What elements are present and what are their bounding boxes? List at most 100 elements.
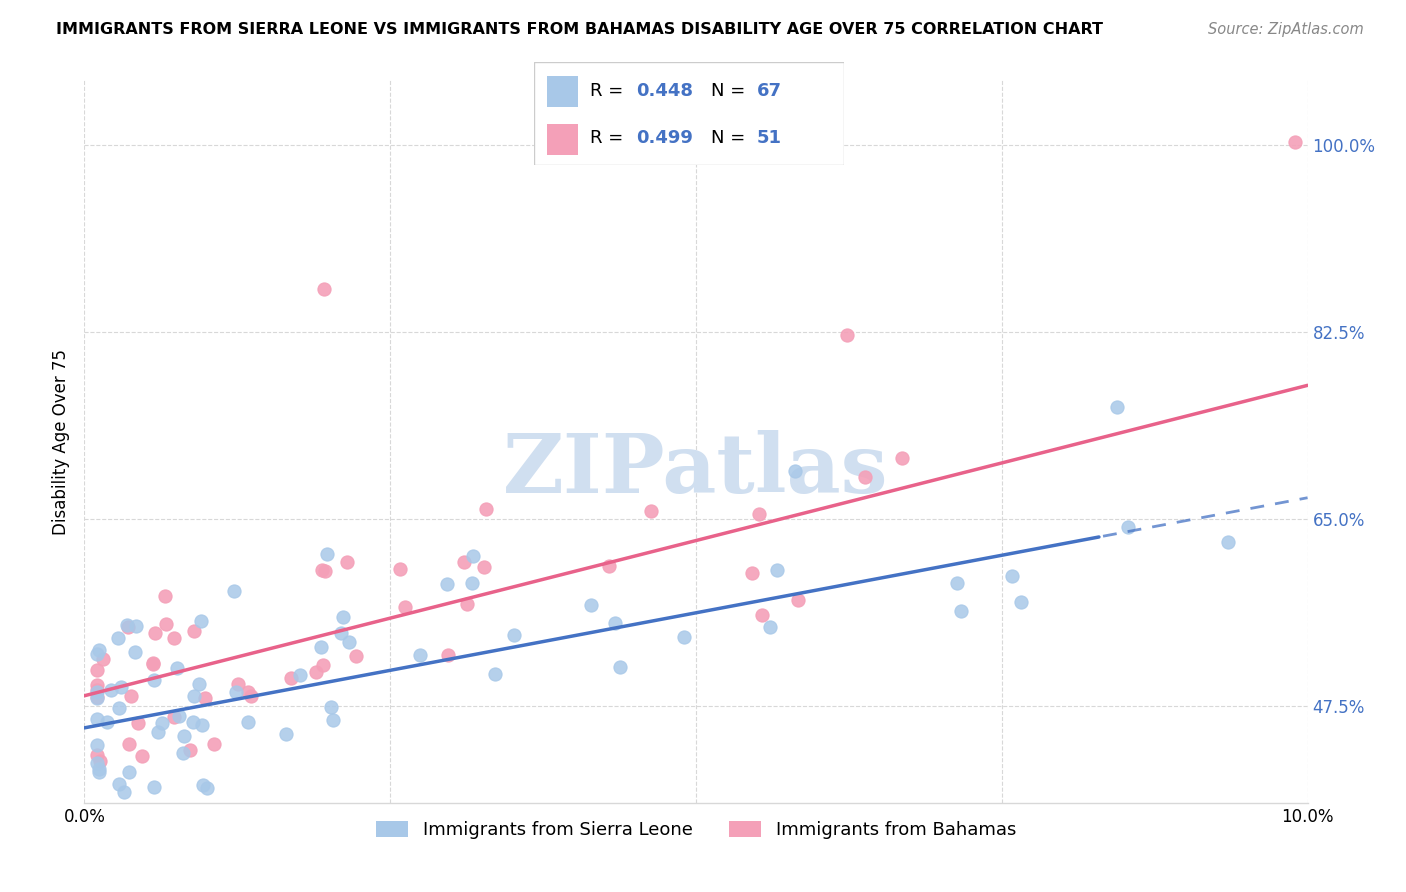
Point	[226, 676, 249, 690]
Point	[329, 626, 352, 640]
Point	[89, 755, 111, 769]
Point	[1010, 595, 1032, 609]
Text: R =: R =	[591, 82, 628, 100]
Text: 0.499: 0.499	[637, 128, 693, 147]
Point	[751, 607, 773, 622]
Point	[748, 508, 770, 522]
Point	[107, 631, 129, 645]
Point	[336, 556, 359, 570]
Point	[194, 691, 217, 706]
Text: 67: 67	[756, 82, 782, 100]
Point	[603, 615, 626, 630]
Point	[150, 716, 173, 731]
Point	[785, 464, 807, 478]
Point	[162, 632, 184, 646]
Point	[86, 712, 108, 726]
Point	[475, 502, 498, 516]
Point	[86, 647, 108, 661]
Point	[91, 652, 114, 666]
Point	[609, 660, 631, 674]
Point	[183, 624, 205, 638]
FancyBboxPatch shape	[547, 76, 578, 106]
Point	[853, 470, 876, 484]
Point	[1001, 569, 1024, 583]
Point	[125, 618, 148, 632]
Point	[236, 715, 259, 730]
Point	[96, 715, 118, 730]
Point	[89, 764, 111, 779]
Point	[225, 685, 247, 699]
Point	[86, 690, 108, 705]
Point	[87, 762, 110, 776]
Point	[224, 584, 246, 599]
Point	[503, 627, 526, 641]
Text: 0.448: 0.448	[637, 82, 693, 100]
Point	[484, 666, 506, 681]
Point	[315, 547, 337, 561]
Point	[87, 643, 110, 657]
Point	[115, 617, 138, 632]
Point	[288, 667, 311, 681]
Point	[195, 780, 218, 795]
Point	[142, 656, 165, 670]
Point	[112, 785, 135, 799]
Text: 51: 51	[756, 128, 782, 147]
Point	[142, 657, 165, 671]
Point	[891, 451, 914, 466]
Point	[436, 576, 458, 591]
Point	[786, 593, 808, 607]
Point	[461, 576, 484, 591]
Point	[100, 682, 122, 697]
Point	[131, 748, 153, 763]
Text: R =: R =	[591, 128, 628, 147]
Point	[86, 738, 108, 752]
Point	[86, 685, 108, 699]
Point	[172, 746, 194, 760]
Point	[166, 661, 188, 675]
Point	[110, 680, 132, 694]
Point	[332, 609, 354, 624]
Point	[191, 778, 214, 792]
Point	[640, 504, 662, 518]
Point	[188, 676, 211, 690]
Point	[472, 560, 495, 574]
Point	[169, 709, 191, 723]
Point	[190, 614, 212, 628]
Point	[1216, 535, 1239, 549]
Point	[309, 640, 332, 654]
Point	[183, 690, 205, 704]
Point	[108, 701, 131, 715]
Point	[274, 727, 297, 741]
Point	[120, 689, 142, 703]
Text: N =: N =	[710, 82, 751, 100]
Point	[394, 600, 416, 615]
Text: IMMIGRANTS FROM SIERRA LEONE VS IMMIGRANTS FROM BAHAMAS DISABILITY AGE OVER 75 C: IMMIGRANTS FROM SIERRA LEONE VS IMMIGRAN…	[56, 22, 1104, 37]
Point	[86, 756, 108, 771]
Point	[305, 665, 328, 680]
Point	[437, 648, 460, 662]
Point	[163, 709, 186, 723]
Point	[127, 716, 149, 731]
FancyBboxPatch shape	[534, 62, 844, 165]
Legend: Immigrants from Sierra Leone, Immigrants from Bahamas: Immigrants from Sierra Leone, Immigrants…	[367, 812, 1025, 848]
Point	[86, 691, 108, 706]
Point	[280, 672, 302, 686]
Point	[117, 737, 139, 751]
Point	[117, 619, 139, 633]
Text: N =: N =	[710, 128, 751, 147]
Point	[202, 737, 225, 751]
Point	[183, 714, 205, 729]
Point	[579, 598, 602, 612]
Point	[240, 689, 263, 703]
Point	[118, 765, 141, 780]
Point	[86, 747, 108, 762]
Point	[108, 777, 131, 791]
Point	[238, 684, 260, 698]
Point	[946, 575, 969, 590]
Point	[344, 648, 367, 663]
Text: ZIPatlas: ZIPatlas	[503, 431, 889, 510]
Point	[173, 729, 195, 743]
Point	[461, 549, 484, 564]
Point	[759, 620, 782, 634]
Point	[86, 682, 108, 697]
